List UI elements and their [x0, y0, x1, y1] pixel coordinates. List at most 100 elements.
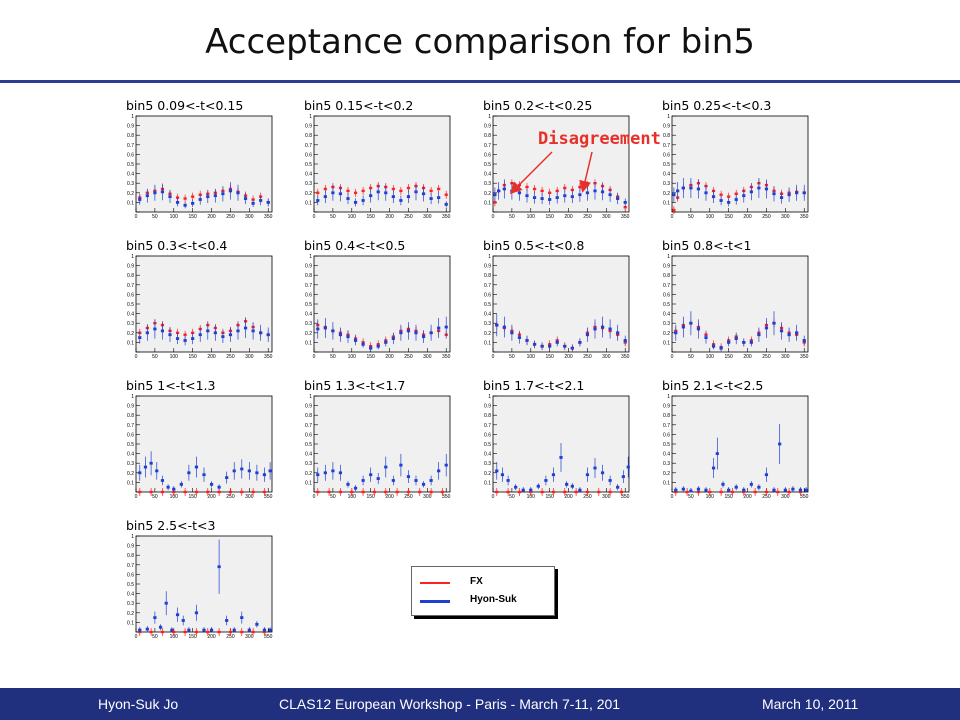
hs-point — [749, 341, 753, 344]
x-tick-label: 150 — [366, 214, 375, 220]
x-tick-label: 200 — [207, 354, 216, 360]
y-tick-label: 0.9 — [127, 404, 134, 410]
hs-point — [266, 333, 270, 337]
hs-point — [704, 191, 708, 195]
hs-point — [198, 333, 202, 337]
hs-point — [719, 199, 723, 202]
x-tick-label: 100 — [170, 354, 179, 360]
hs-point — [331, 469, 335, 473]
hs-point — [243, 197, 248, 200]
hs-point — [704, 336, 708, 339]
fx-point — [217, 630, 221, 634]
y-tick-label: 0.8 — [127, 133, 134, 139]
fx-point — [437, 187, 441, 191]
hs-point — [376, 344, 380, 348]
hs-point — [262, 473, 267, 477]
legend-swatch-fx — [420, 582, 450, 584]
hs-point — [742, 341, 746, 344]
x-tick-label: 300 — [423, 354, 432, 360]
y-tick-label: 1 — [667, 394, 670, 400]
x-tick-label: 250 — [404, 354, 413, 360]
y-tick-label: 0.8 — [127, 273, 134, 279]
hs-point — [202, 628, 206, 632]
x-tick-label: 200 — [743, 494, 752, 500]
fx-point — [228, 490, 233, 494]
hs-point — [406, 329, 411, 333]
hs-point — [600, 190, 605, 194]
y-tick-label: 0.1 — [127, 340, 134, 346]
fx-point — [440, 490, 445, 494]
panel-plot: 0.1 0.2 0.3 0.4 0.5 0.6 0.7 0.8 0.9 1 0 50 100 150 200… — [663, 114, 809, 220]
y-tick-label: 0.7 — [663, 283, 670, 289]
fx-point — [563, 186, 567, 190]
hs-point — [183, 203, 187, 207]
x-tick-label: 200 — [564, 354, 573, 360]
x-tick-label: 150 — [188, 214, 197, 220]
hs-point — [772, 192, 776, 196]
hs-point — [153, 191, 157, 195]
fx-point — [787, 490, 791, 494]
hs-point — [175, 613, 180, 617]
hs-point — [145, 331, 149, 335]
x-tick-label: 300 — [602, 494, 611, 500]
x-tick-label: 0 — [671, 354, 674, 360]
x-tick-label: 0 — [313, 494, 316, 500]
panel-title: bin5 2.1<-t<2.5 — [660, 378, 766, 393]
y-tick-label: 0.2 — [484, 331, 491, 337]
slide-title: Acceptance comparison for bin5 — [205, 22, 755, 62]
y-tick-label: 0.1 — [484, 340, 491, 346]
hs-point — [170, 628, 174, 632]
x-tick-label: 150 — [366, 354, 375, 360]
hs-point — [421, 335, 426, 339]
x-tick-label: 350 — [264, 354, 273, 360]
hs-point — [243, 326, 248, 330]
x-tick-label: 100 — [170, 214, 179, 220]
y-tick-label: 0.3 — [484, 321, 491, 327]
x-tick-label: 50 — [509, 214, 515, 220]
hs-point — [749, 190, 753, 194]
hs-point — [217, 565, 221, 569]
hs-point — [802, 339, 806, 342]
hs-point — [540, 197, 544, 200]
fx-point — [540, 490, 544, 494]
y-tick-label: 0.1 — [663, 480, 670, 486]
y-tick-label: 0.3 — [663, 321, 670, 327]
x-tick-label: 200 — [207, 214, 216, 220]
fx-point — [262, 490, 267, 494]
hs-point — [421, 482, 426, 486]
fx-point — [194, 490, 199, 494]
y-tick-label: 0.9 — [127, 124, 134, 130]
panel-5: 0.1 0.2 0.3 0.4 0.5 0.6 0.7 0.8 0.9 1 0 50 100 150 200… — [124, 238, 274, 360]
y-tick-label: 0.8 — [305, 273, 312, 279]
x-tick-label: 50 — [152, 494, 158, 500]
hs-point — [232, 628, 236, 632]
hs-point — [616, 485, 620, 489]
hs-point — [570, 484, 574, 488]
y-tick-label: 1 — [131, 254, 134, 260]
hs-point — [399, 331, 403, 335]
legend: FX Hyon-Suk — [411, 566, 555, 616]
y-tick-label: 0.4 — [305, 312, 312, 318]
hs-point — [153, 616, 157, 619]
fx-point — [708, 490, 712, 494]
plot-frame — [671, 115, 809, 213]
x-tick-label: 350 — [621, 214, 630, 220]
y-tick-label: 0.2 — [484, 471, 491, 477]
panel-10: 0.1 0.2 0.3 0.4 0.5 0.6 0.7 0.8 0.9 1 0 50 100 150 200… — [302, 378, 452, 500]
x-tick-label: 100 — [348, 354, 357, 360]
fx-point — [506, 490, 510, 494]
y-tick-label: 0.7 — [127, 423, 134, 429]
hs-point — [757, 333, 761, 337]
disagreement-annotation: Disagreement — [538, 129, 661, 149]
y-tick-label: 0.3 — [305, 181, 312, 187]
hs-point — [194, 611, 199, 615]
hs-point — [734, 485, 738, 489]
fx-point — [727, 195, 731, 198]
y-tick-label: 0.7 — [484, 283, 491, 289]
panel-title: bin5 2.5<-t<3 — [124, 518, 218, 533]
x-tick-label: 300 — [781, 214, 790, 220]
x-tick-label: 100 — [706, 214, 715, 220]
y-tick-label: 0.5 — [305, 162, 312, 168]
hs-point — [525, 194, 529, 198]
hs-point — [795, 191, 799, 195]
